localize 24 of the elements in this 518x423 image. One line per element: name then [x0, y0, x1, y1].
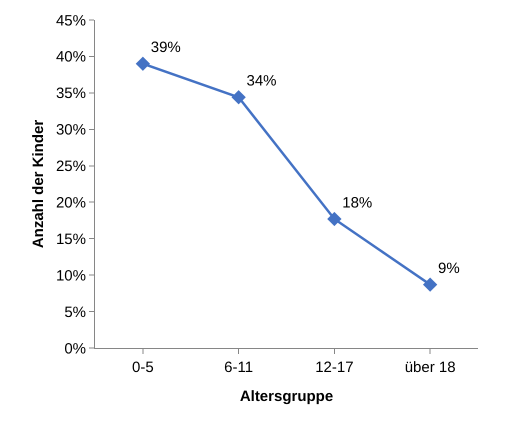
point [136, 56, 150, 71]
data-label: 39% [150, 39, 181, 56]
x-axis-title: Altersgruppe [240, 388, 334, 405]
x-tick-label: über 18 [404, 359, 456, 376]
x-tick-label: 12-17 [315, 359, 354, 376]
point [231, 90, 246, 104]
y-tick-label: 35% [56, 85, 86, 102]
data-label: 9% [438, 260, 460, 277]
data-label: 18% [342, 194, 372, 212]
x-tick-label: 0-5 [132, 359, 154, 376]
y-tick-label: 15% [56, 230, 86, 248]
y-axis-title: Anzahl der Kinder [30, 120, 48, 248]
data-label: 34% [246, 72, 277, 90]
x-tick-label: 6-11 [224, 359, 254, 376]
y-tick-label: 10% [56, 267, 86, 284]
y-tick-label: 20% [56, 194, 86, 212]
y-tick-label: 0% [64, 340, 86, 358]
point [327, 212, 342, 226]
y-tick-label: 45% [56, 12, 86, 30]
y-tick-label: 25% [56, 158, 86, 176]
y-tick-label: 5% [64, 304, 86, 321]
y-tick-label: 30% [56, 122, 86, 139]
y-tick-label: 40% [56, 48, 86, 66]
point [422, 277, 438, 292]
